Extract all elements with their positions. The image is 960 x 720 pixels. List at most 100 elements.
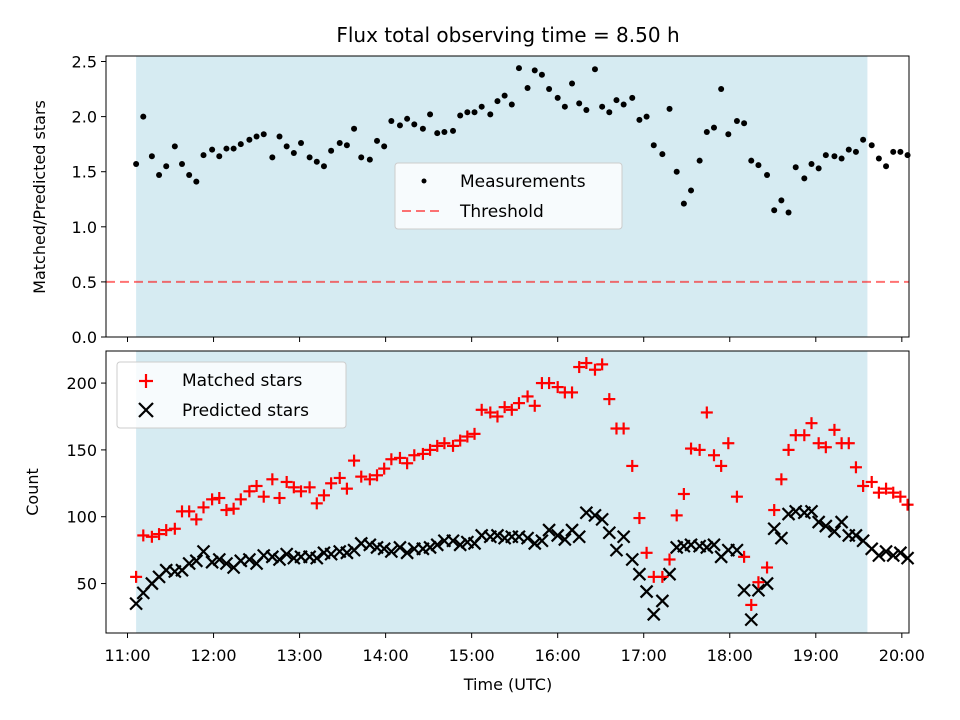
matched-star-marker bbox=[849, 461, 862, 474]
x-tick-label: 15:00 bbox=[449, 646, 495, 665]
matched-star-marker bbox=[528, 399, 541, 412]
predicted-star-marker bbox=[804, 504, 819, 519]
predicted-star-marker bbox=[363, 538, 377, 552]
x-tick-label: 12:00 bbox=[190, 646, 236, 665]
ratio-legend-box bbox=[394, 162, 623, 230]
matched-star-marker bbox=[670, 509, 683, 522]
measurement-point bbox=[680, 200, 687, 207]
matched-star-marker bbox=[693, 443, 706, 456]
measurement-point bbox=[313, 158, 320, 165]
ratio-panel: 0.0 0.5 1.0 1.5 2.0 2.5 Flux total observing … bbox=[30, 23, 911, 347]
predicted-star-marker bbox=[588, 508, 602, 523]
matched-star-marker bbox=[197, 501, 210, 514]
matched-star-marker bbox=[266, 473, 279, 486]
matched-star-marker bbox=[468, 427, 481, 440]
ratio-y-ticks: 0.0 0.5 1.0 1.5 2.0 2.5 bbox=[72, 53, 106, 347]
predicted-star-marker bbox=[781, 507, 796, 521]
matched-star-marker bbox=[722, 437, 735, 450]
matched-star-marker bbox=[880, 482, 893, 495]
matched-star-marker bbox=[588, 363, 601, 376]
predicted-star-marker bbox=[767, 521, 781, 536]
measurement-point bbox=[515, 65, 522, 72]
y-tick-label: 100 bbox=[66, 508, 97, 527]
predicted-star-marker bbox=[189, 554, 204, 568]
measurement-point bbox=[792, 164, 799, 171]
y-tick-label: 1.5 bbox=[72, 163, 97, 182]
measurement-point bbox=[860, 136, 867, 143]
predicted-star-marker bbox=[827, 524, 842, 539]
matched-star-marker bbox=[633, 512, 646, 525]
measurement-point bbox=[524, 84, 531, 91]
predicted-star-marker bbox=[129, 596, 143, 611]
measurement-point bbox=[591, 66, 598, 73]
matched-star-marker bbox=[491, 410, 504, 423]
measurement-point bbox=[883, 163, 890, 170]
matched-star-marker bbox=[378, 462, 391, 475]
predicted-star-marker bbox=[751, 583, 766, 598]
matched-star-marker bbox=[160, 524, 173, 537]
matched-star-marker bbox=[295, 485, 308, 498]
measurement-point bbox=[171, 143, 178, 150]
legend-matched-marker bbox=[139, 374, 153, 388]
measurement-point bbox=[396, 122, 403, 129]
measurement-point bbox=[450, 127, 457, 134]
matched-star-marker bbox=[828, 423, 841, 436]
predicted-star-marker bbox=[879, 544, 893, 559]
matched-star-marker bbox=[234, 493, 247, 506]
measurement-point bbox=[613, 97, 620, 104]
predicted-star-marker bbox=[700, 540, 714, 555]
ratio-legend: Measurements Threshold bbox=[394, 162, 623, 230]
legend-predicted-marker bbox=[138, 402, 154, 418]
matched-star-marker bbox=[782, 443, 795, 456]
predicted-star-marker bbox=[196, 544, 211, 559]
predicted-star-marker bbox=[872, 548, 886, 563]
matched-star-marker bbox=[805, 417, 818, 430]
y-tick-label: 50 bbox=[77, 575, 97, 594]
measurement-point bbox=[531, 67, 538, 74]
measurement-points bbox=[133, 65, 911, 216]
predicted-star-marker bbox=[490, 528, 505, 543]
matched-star-marker bbox=[190, 513, 203, 526]
measurement-point bbox=[606, 109, 613, 116]
measurement-point bbox=[725, 131, 732, 138]
measurement-point bbox=[246, 136, 253, 143]
measurement-point bbox=[374, 137, 381, 144]
measurement-point bbox=[351, 125, 358, 132]
matched-star-marker bbox=[145, 530, 158, 543]
measurement-point bbox=[650, 142, 657, 149]
predicted-star-marker bbox=[616, 529, 631, 544]
measurement-point bbox=[328, 147, 335, 154]
measurement-point bbox=[478, 103, 485, 110]
predicted-star-marker bbox=[242, 552, 257, 567]
matched-star-marker bbox=[894, 490, 907, 503]
predicted-star-marker bbox=[655, 594, 670, 608]
matched-star-marker bbox=[512, 397, 525, 410]
matched-star-marker bbox=[498, 401, 511, 414]
matched-star-marker bbox=[273, 492, 286, 505]
matched-star-marker bbox=[243, 485, 256, 498]
measurement-point bbox=[785, 209, 792, 216]
predicted-star-marker bbox=[834, 515, 849, 529]
measurement-point bbox=[140, 113, 147, 120]
measurement-point bbox=[897, 148, 904, 155]
x-tick-label: 17:00 bbox=[621, 646, 667, 665]
measurement-point bbox=[554, 94, 561, 101]
matched-star-markers bbox=[130, 357, 914, 611]
measurement-point bbox=[703, 129, 710, 136]
predicted-star-marker bbox=[625, 552, 640, 567]
measurement-point bbox=[411, 121, 418, 128]
matched-star-marker bbox=[573, 361, 586, 374]
predicted-star-marker bbox=[265, 550, 280, 564]
legend-matched-label: Matched stars bbox=[182, 371, 302, 391]
x-tick-label: 16:00 bbox=[535, 646, 581, 665]
measurement-point bbox=[163, 163, 170, 170]
y-tick-label: 0.0 bbox=[72, 328, 97, 347]
measurement-point bbox=[427, 111, 434, 118]
matched-star-marker bbox=[603, 393, 616, 406]
matched-star-marker bbox=[707, 449, 720, 462]
predicted-star-marker bbox=[849, 528, 863, 543]
matched-star-marker bbox=[168, 522, 181, 535]
matched-star-marker bbox=[715, 459, 728, 472]
measurement-point bbox=[741, 120, 748, 127]
predicted-star-marker bbox=[646, 607, 661, 622]
